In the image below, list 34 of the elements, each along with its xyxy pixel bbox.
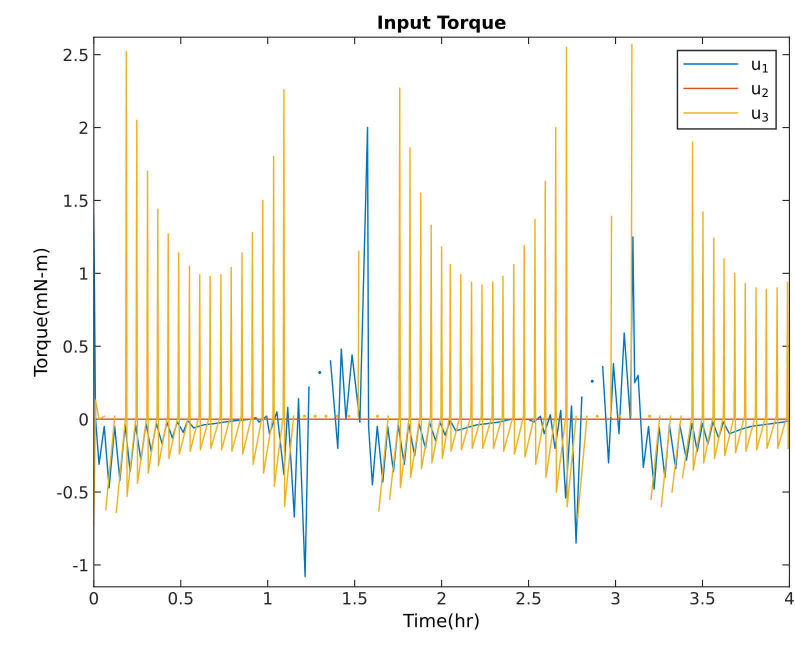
legend-label: u$_{1}$ (752, 60, 768, 73)
x-tick-label: 2.5 (516, 592, 540, 605)
y-tick-label: 2.5 (64, 48, 88, 62)
point (336, 414, 339, 418)
y-tick-label: 1 (80, 268, 88, 280)
x-tick-label: 0 (90, 592, 98, 605)
x-axis-title: Time(hr) (403, 613, 479, 630)
x-tick-label: 3 (611, 592, 620, 605)
point (618, 414, 622, 418)
y-tick-label: 0 (79, 413, 88, 426)
y-tick-label: 2 (80, 122, 88, 134)
y-axis-title: Torque(mN-m) (33, 248, 51, 377)
point (347, 414, 350, 418)
point (376, 414, 379, 418)
x-tick-label: 3.5 (690, 592, 714, 605)
x-tick-label: 1 (264, 592, 272, 604)
point (324, 414, 328, 418)
point (596, 414, 599, 418)
legend-label: u$_{3}$ (752, 109, 768, 122)
x-tick-label: 2 (438, 592, 446, 604)
point (318, 370, 322, 374)
y-tick-label: 0.5 (64, 340, 88, 353)
x-tick-label: 1.5 (343, 592, 366, 605)
chart-title: Input Torque (378, 16, 506, 33)
y-tick-label: -0.5 (57, 486, 88, 499)
legend-label: u$_{2}$ (752, 84, 768, 98)
y-tick-label: -1 (73, 559, 88, 572)
point (590, 380, 594, 383)
y-tick-label: 1.5 (64, 194, 88, 208)
x-tick-label: 0.5 (168, 592, 193, 605)
point (648, 414, 652, 418)
x-tick-label: 4 (784, 592, 794, 604)
point (314, 414, 317, 418)
point (302, 414, 306, 418)
